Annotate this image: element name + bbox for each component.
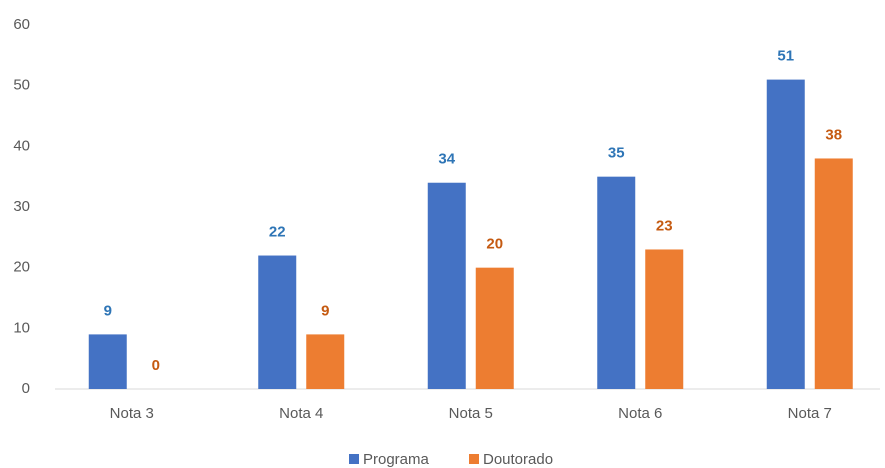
y-tick-label: 30 [13,198,30,215]
bar [88,334,127,389]
value-label: 22 [269,224,286,241]
value-label: 9 [321,302,329,319]
bar [597,176,636,389]
legend-swatch [469,454,479,464]
x-tick-label: Nota 6 [618,405,662,422]
value-label: 35 [608,145,625,162]
bar [645,249,684,389]
value-label: 9 [104,302,112,319]
bar [475,267,514,389]
bar [258,255,297,389]
x-tick-label: Nota 5 [449,405,493,422]
x-tick-label: Nota 7 [788,405,832,422]
legend-label: Doutorado [483,451,553,468]
value-label: 20 [486,236,503,253]
bar [766,79,805,389]
y-tick-label: 50 [13,77,30,94]
value-label: 0 [152,357,160,374]
value-label: 51 [777,48,794,65]
bar [306,334,345,389]
value-label: 38 [825,126,842,143]
x-tick-label: Nota 4 [279,405,323,422]
value-label: 23 [656,217,673,234]
y-tick-label: 60 [13,16,30,33]
y-tick-label: 40 [13,137,30,154]
bar [814,158,853,389]
value-label: 34 [438,151,455,168]
y-tick-label: 10 [13,319,30,336]
x-tick-label: Nota 3 [110,405,154,422]
y-tick-label: 20 [13,259,30,276]
legend-swatch [349,454,359,464]
bar [427,182,466,389]
legend-label: Programa [363,451,430,468]
y-tick-label: 0 [22,380,30,397]
